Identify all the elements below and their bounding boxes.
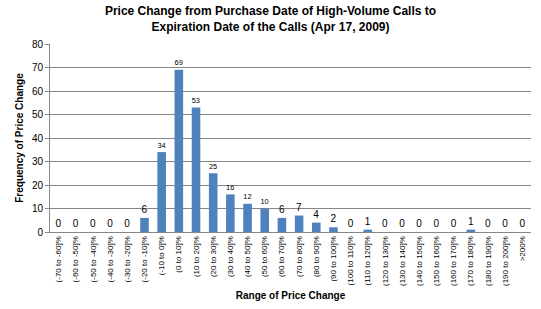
svg-text:(30 to 40]%: (30 to 40]%: [226, 236, 235, 277]
svg-text:1: 1: [365, 216, 371, 227]
svg-text:(70 to 80]%: (70 to 80]%: [295, 236, 304, 277]
svg-text:10: 10: [260, 197, 268, 206]
svg-text:0: 0: [56, 218, 62, 229]
svg-text:0: 0: [37, 227, 43, 238]
svg-text:12: 12: [243, 192, 251, 201]
svg-text:0: 0: [382, 218, 388, 229]
svg-text:(-50 to -40]%: (-50 to -40]%: [89, 236, 98, 282]
svg-text:(-20 to -10]%: (-20 to -10]%: [140, 236, 149, 282]
svg-text:0: 0: [502, 218, 508, 229]
svg-text:(160 to 170]%: (160 to 170]%: [449, 236, 458, 286]
svg-text:(80 to 90]%: (80 to 90]%: [312, 236, 321, 277]
svg-text:2: 2: [330, 213, 336, 224]
svg-text:69: 69: [175, 58, 183, 67]
svg-text:(-60 to -50]%: (-60 to -50]%: [71, 236, 80, 282]
svg-text:(170 to 180]%: (170 to 180]%: [466, 236, 475, 286]
svg-text:(120 to 130]%: (120 to 130]%: [381, 236, 390, 286]
svg-text:(100 to 110]%: (100 to 110]%: [346, 236, 355, 285]
svg-text:>200%: >200%: [518, 236, 527, 261]
svg-text:(-30 to -20]%: (-30 to -20]%: [123, 236, 132, 282]
svg-text:53: 53: [192, 96, 200, 105]
svg-text:0: 0: [519, 218, 525, 229]
svg-text:0: 0: [124, 218, 130, 229]
svg-text:0: 0: [399, 218, 405, 229]
svg-text:(-40 to -30]%: (-40 to -30]%: [106, 236, 115, 282]
svg-text:(90 to 100]%: (90 to 100]%: [329, 236, 338, 281]
svg-text:Range of Price Change: Range of Price Change: [236, 290, 346, 301]
svg-text:0: 0: [348, 218, 354, 229]
svg-text:20: 20: [32, 180, 44, 191]
svg-text:(190 to 200]%: (190 to 200]%: [501, 236, 510, 286]
svg-text:10: 10: [32, 203, 44, 214]
svg-text:0: 0: [485, 218, 491, 229]
svg-text:7: 7: [296, 202, 302, 213]
svg-text:1: 1: [468, 216, 474, 227]
svg-text:(10 to 20]%: (10 to 20]%: [192, 236, 201, 277]
svg-text:0: 0: [434, 218, 440, 229]
svg-text:25: 25: [209, 162, 217, 171]
svg-text:4: 4: [313, 209, 319, 220]
svg-text:34: 34: [157, 141, 165, 150]
svg-text:(150 to 160]%: (150 to 160]%: [432, 236, 441, 286]
svg-text:(140 to 150]%: (140 to 150]%: [415, 236, 424, 286]
svg-text:(-70 to -60]%: (-70 to -60]%: [54, 236, 63, 282]
svg-text:60: 60: [32, 86, 44, 97]
svg-text:(50 to 60]%: (50 to 60]%: [260, 236, 269, 277]
svg-text:Frequency of Price Change: Frequency of Price Change: [14, 73, 25, 203]
svg-text:6: 6: [141, 204, 147, 215]
svg-text:(0 to 10]%: (0 to 10]%: [174, 236, 183, 272]
svg-text:0: 0: [107, 218, 113, 229]
svg-text:40: 40: [32, 133, 44, 144]
svg-text:Price Change from Purchase Dat: Price Change from Purchase Date of High-…: [105, 4, 436, 34]
svg-text:80: 80: [32, 39, 44, 50]
svg-text:0: 0: [73, 218, 79, 229]
svg-text:(110 to 120]%: (110 to 120]%: [363, 236, 372, 285]
svg-text:(20 to 30]%: (20 to 30]%: [209, 236, 218, 277]
svg-text:6: 6: [279, 204, 285, 215]
svg-text:0: 0: [451, 218, 457, 229]
svg-text:30: 30: [32, 156, 44, 167]
svg-text:(130 to 140]%: (130 to 140]%: [398, 236, 407, 286]
svg-text:70: 70: [32, 62, 44, 73]
svg-text:(-10 to 0]%: (-10 to 0]%: [157, 236, 166, 275]
svg-text:(180 to 190]%: (180 to 190]%: [484, 236, 493, 286]
svg-text:(60 to 70]%: (60 to 70]%: [278, 236, 287, 277]
svg-text:0: 0: [416, 218, 422, 229]
svg-text:(40 to 50]%: (40 to 50]%: [243, 236, 252, 277]
svg-text:16: 16: [226, 183, 234, 192]
svg-text:0: 0: [90, 218, 96, 229]
svg-text:50: 50: [32, 109, 44, 120]
